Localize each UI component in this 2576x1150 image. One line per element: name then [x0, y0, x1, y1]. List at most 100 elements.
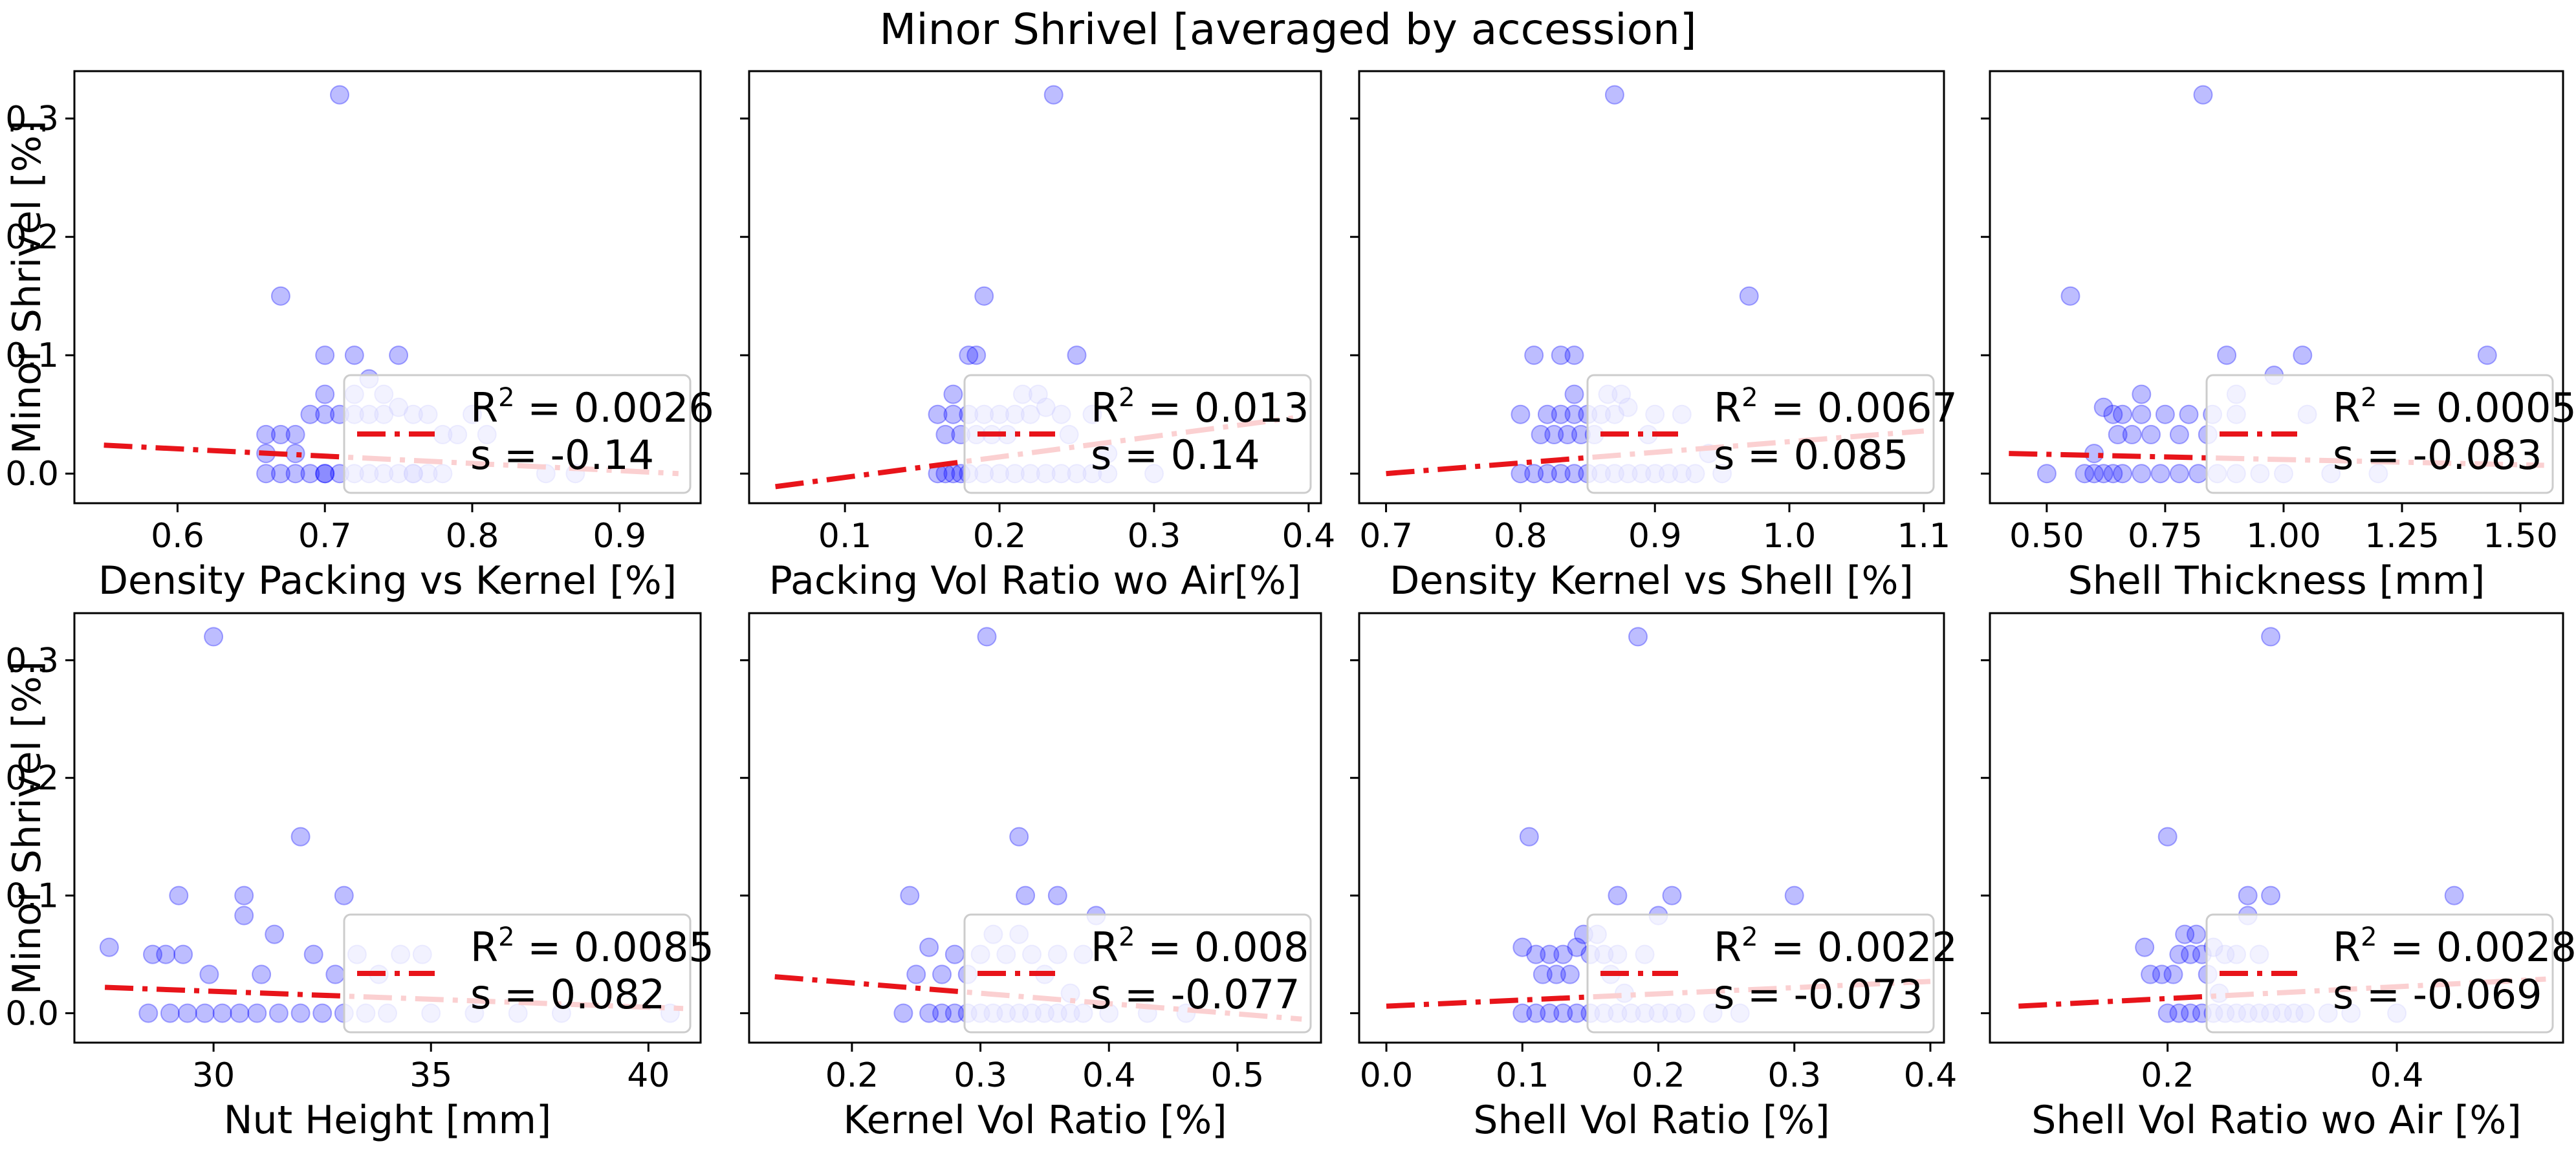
x-tick-label: 0.50 [2009, 517, 2084, 556]
scatter-point [1526, 944, 1546, 964]
scatter-point [268, 1003, 289, 1023]
scatter-point [143, 944, 162, 964]
scatter-point [1564, 464, 1584, 484]
scatter-point [1043, 85, 1064, 105]
scatter-point [893, 1003, 913, 1023]
scatter-point [1551, 464, 1571, 484]
scatter-point [199, 964, 219, 984]
scatter-point [256, 464, 276, 484]
scatter-point [285, 424, 305, 444]
axes-frame [73, 612, 702, 1044]
legend-r2-symbol: R [1091, 384, 1119, 431]
scatter-point [1533, 964, 1553, 984]
scatter-point [1016, 885, 1036, 906]
scatter-point [315, 345, 335, 365]
axes-frame [748, 612, 1322, 1044]
scatter-point [1009, 827, 1029, 847]
legend-r2-superscript: 2 [1741, 922, 1758, 952]
scatter-point [300, 464, 320, 484]
x-tick-label: 0.4 [1282, 517, 1336, 556]
scatter-point [2179, 404, 2199, 424]
legend-r2-superscript: 2 [1119, 383, 1135, 413]
scatter-point [234, 906, 254, 926]
scatter-point [173, 944, 193, 964]
x-tick-label: 1.50 [2483, 517, 2558, 556]
scatter-point [2444, 885, 2464, 906]
legend-box [343, 374, 692, 494]
scatter-point [2132, 384, 2152, 404]
scatter-point [2132, 404, 2152, 424]
scatter-point [2163, 964, 2183, 984]
scatter-point [2157, 1003, 2178, 1023]
legend-r2: R2 = 0.008 [1091, 922, 1309, 971]
legend-r2-superscript: 2 [1119, 922, 1135, 952]
legend-slope: s = -0.083 [2333, 431, 2542, 479]
legend-r2-symbol: R [470, 384, 498, 431]
scatter-point [2103, 464, 2123, 484]
legend-r2-value: = 0.0026 [515, 384, 714, 431]
scatter-point [2157, 827, 2178, 847]
scatter-point [1524, 345, 1544, 365]
scatter-point [315, 404, 335, 424]
scatter-point [2169, 464, 2189, 484]
x-tick-label: 0.1 [1496, 1056, 1549, 1095]
scatter-point [2093, 397, 2113, 417]
x-tick-label: 35 [409, 1056, 452, 1095]
legend-r2-symbol: R [1091, 924, 1119, 971]
scatter-point [1540, 1003, 1560, 1023]
x-axis-label: Density Packing vs Kernel [%] [98, 558, 677, 603]
scatter-point [2477, 345, 2497, 365]
x-axis-label: Kernel Vol Ratio [%] [843, 1098, 1227, 1143]
x-tick-label: 0.9 [593, 517, 646, 556]
scatter-point [2187, 924, 2206, 944]
scatter-point [290, 1003, 311, 1023]
legend-box [963, 374, 1312, 494]
legend-box [2205, 913, 2554, 1034]
scatter-point [2113, 464, 2132, 484]
scatter-point [2084, 464, 2104, 484]
scatter-point [2169, 1003, 2189, 1023]
scatter-point [1511, 464, 1531, 484]
scatter-point [2193, 85, 2213, 105]
scatter-point [2060, 286, 2080, 306]
scatter-point [1560, 964, 1580, 984]
scatter-point [315, 384, 335, 404]
scatter-point [2150, 464, 2170, 484]
scatter-point [234, 885, 254, 906]
scatter-point [285, 464, 305, 484]
x-tick-label: 0.7 [1359, 517, 1413, 556]
scatter-point [1544, 424, 1564, 444]
scatter-point [1739, 286, 1759, 306]
scatter-point [2155, 404, 2175, 424]
scatter-point [943, 404, 963, 424]
scatter-point [389, 345, 409, 365]
axes-frame [1989, 70, 2564, 504]
legend-r2-superscript: 2 [1741, 383, 1758, 413]
scatter-point [247, 1003, 267, 1023]
scatter-point [932, 964, 952, 984]
scatter-point [1512, 1003, 1533, 1023]
scatter-point [966, 345, 987, 365]
scatter-point [959, 345, 979, 365]
scatter-point [156, 944, 176, 964]
x-tick-label: 0.75 [2128, 517, 2203, 556]
scatter-point [2169, 944, 2189, 964]
scatter-point [312, 1003, 333, 1023]
y-axis-label: Minor Shrivel [%] [5, 661, 50, 995]
x-tick-label: 0.8 [446, 517, 499, 556]
scatter-point [285, 444, 305, 464]
y-tick-label: 0.1 [5, 877, 59, 916]
scatter-point [919, 937, 939, 957]
scatter-point [943, 384, 963, 404]
scatter-point [935, 424, 955, 444]
legend-box [2205, 374, 2554, 494]
scatter-point [1511, 404, 1531, 424]
scatter-point [334, 885, 354, 906]
scatter-point [1564, 404, 1584, 424]
legend-r2-superscript: 2 [2361, 922, 2377, 952]
